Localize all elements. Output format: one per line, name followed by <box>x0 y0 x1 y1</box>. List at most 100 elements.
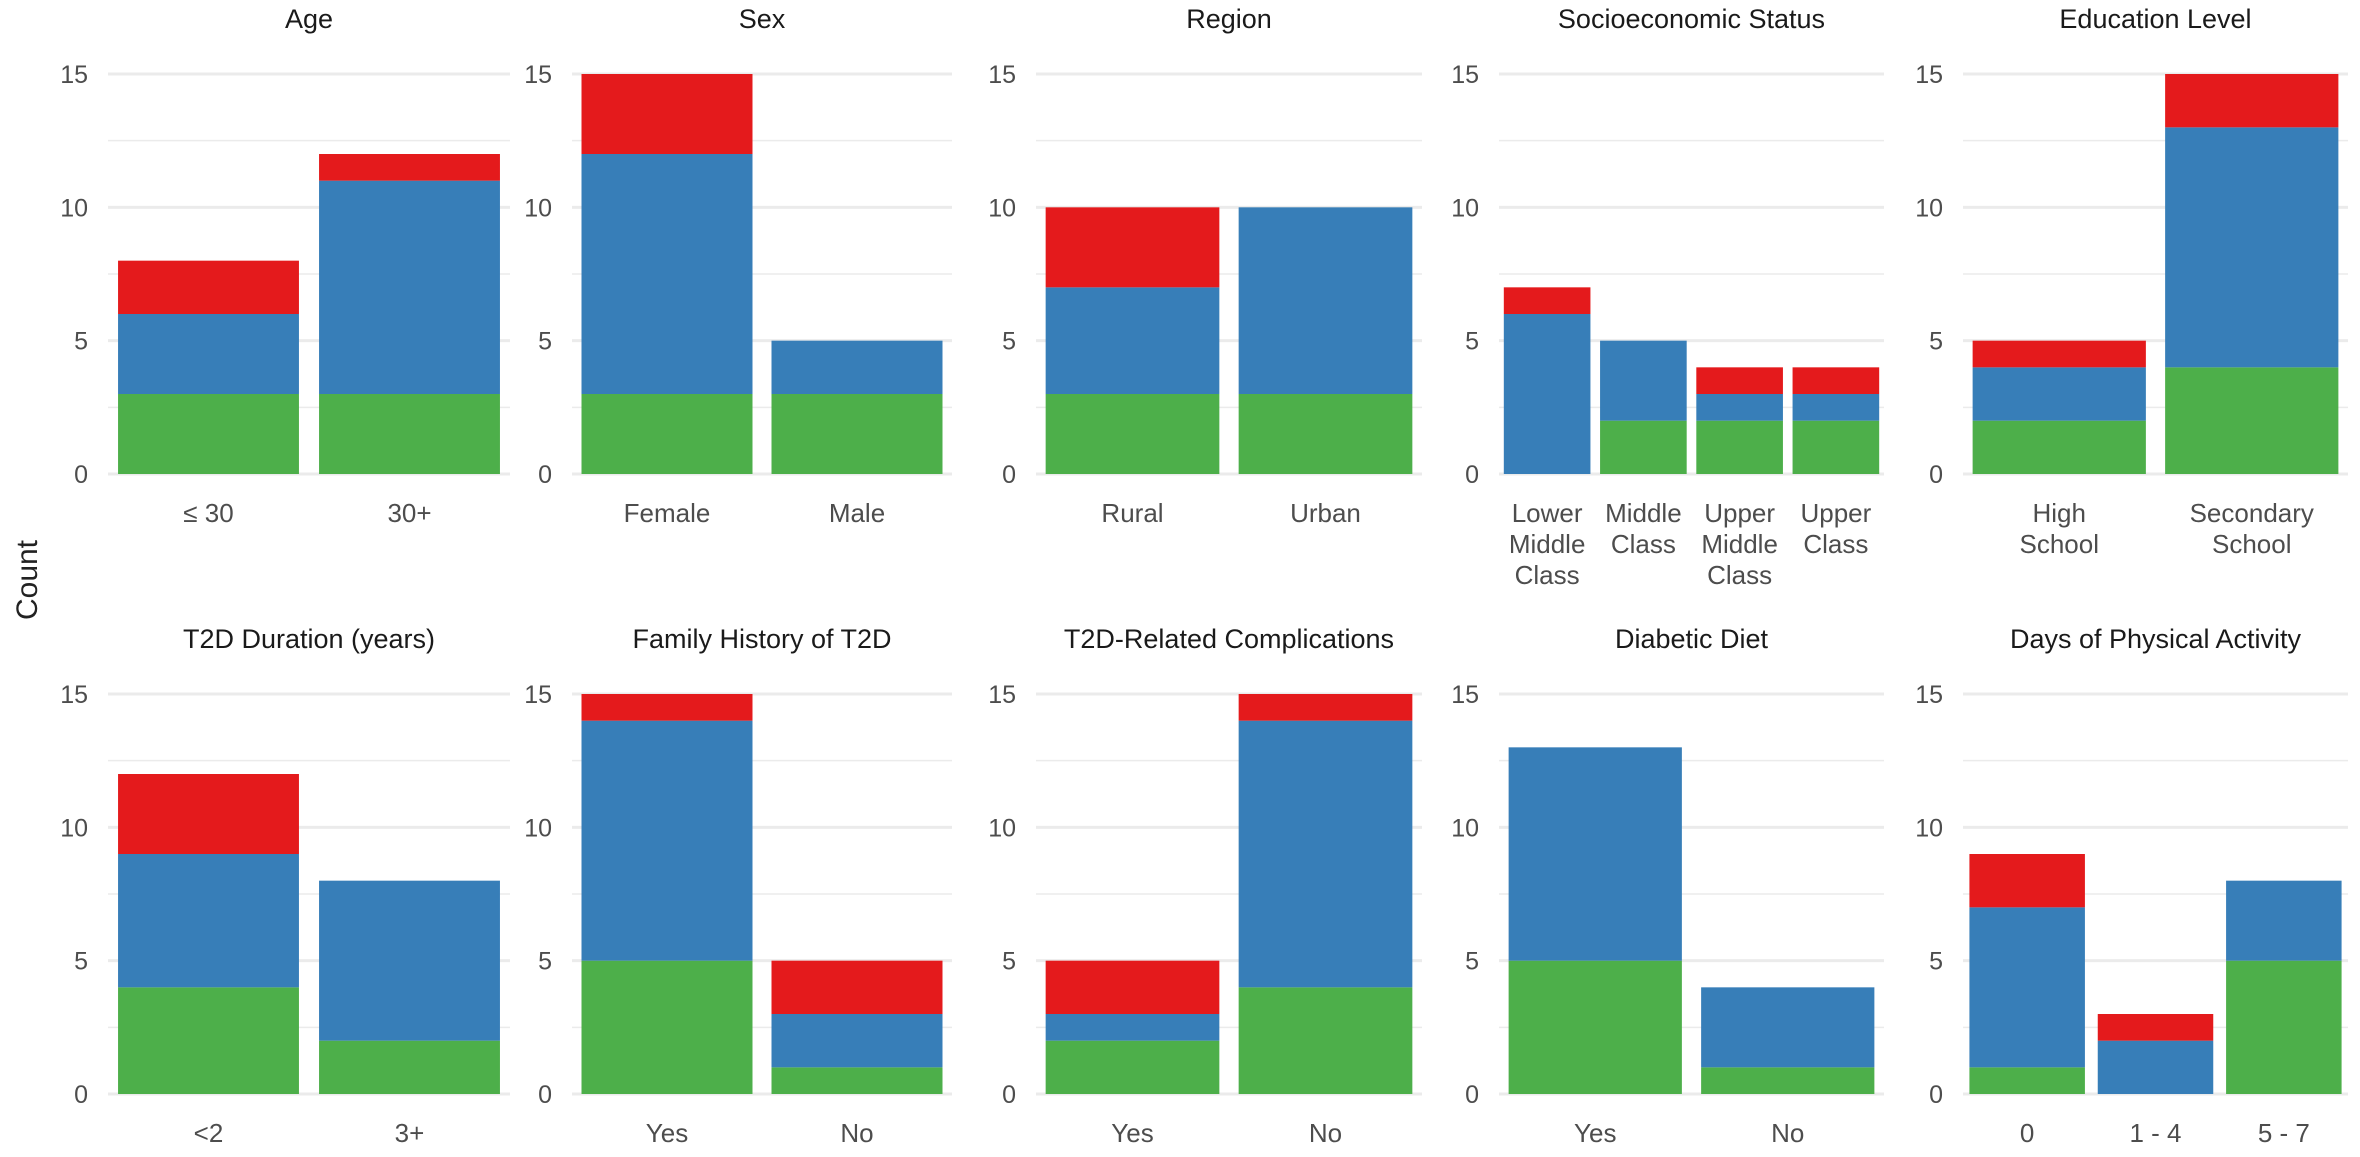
bar-segment-red <box>1045 960 1220 1014</box>
x-tick-label: Upper Class <box>1800 498 1871 559</box>
y-tick-label: 5 <box>74 328 88 356</box>
panel-title: Diabetic Diet <box>1615 624 1769 654</box>
bar-segment-green <box>118 394 299 474</box>
bar-segment-red <box>581 694 753 721</box>
bar-segment-blue <box>1600 340 1687 421</box>
bar-segment-green <box>1600 420 1687 474</box>
panel-7: 0 5 10 15 Family History of T2D Yes No <box>524 624 952 1148</box>
y-tick-label: 5 <box>538 328 552 356</box>
x-tick-label-line: Class <box>1803 529 1868 559</box>
x-tick-label-line: Male <box>829 498 885 528</box>
bar-segment-green <box>1508 960 1682 1094</box>
panel-title: Sex <box>739 4 786 34</box>
y-tick-label: 10 <box>524 194 552 222</box>
bar-segment-green <box>581 394 753 474</box>
y-tick-label: 0 <box>1929 461 1943 489</box>
x-tick-label-line: Middle <box>1701 529 1778 559</box>
bar-segment-blue <box>581 154 753 394</box>
y-tick-label: 10 <box>988 194 1016 222</box>
x-tick-label: Yes <box>646 1118 688 1148</box>
bar-segment-blue <box>2226 880 2342 961</box>
x-tick-label-line: 30+ <box>387 498 431 528</box>
x-tick-label: Lower Middle Class <box>1509 498 1586 590</box>
panel-10: 0 5 10 15 Days of Physical Activity 0 1 - 4 5 -… <box>1915 624 2348 1148</box>
x-tick-label: Yes <box>1574 1118 1616 1148</box>
bar-segment-blue <box>1238 207 1413 394</box>
y-tick-label: 10 <box>60 814 88 842</box>
y-tick-label: 10 <box>1451 194 1479 222</box>
bar-segment-green <box>1701 1067 1875 1094</box>
x-tick-label: Male <box>829 498 885 528</box>
x-tick-label: Female <box>624 498 711 528</box>
bar-segment-red <box>2097 1014 2214 1041</box>
y-tick-label: 15 <box>60 681 88 709</box>
y-tick-label: 0 <box>1002 461 1016 489</box>
bar-segment-green <box>1969 1067 2085 1094</box>
y-tick-label: 10 <box>988 814 1016 842</box>
bar-segment-blue <box>1969 907 2085 1068</box>
y-tick-label: 5 <box>1465 948 1479 976</box>
panel-2: 0 5 10 15 Sex Female Male <box>524 4 952 528</box>
y-tick-label: 0 <box>1002 1081 1016 1109</box>
panel-title: Education Level <box>2059 4 2251 34</box>
bar-segment-red <box>1792 367 1880 394</box>
bar-segment-green <box>771 394 943 474</box>
x-tick-label-line: No <box>840 1118 873 1148</box>
bar-segment-red <box>771 960 943 1014</box>
y-tick-label: 5 <box>1929 328 1943 356</box>
bar-segment-green <box>1972 420 2146 474</box>
y-tick-label: 0 <box>538 1081 552 1109</box>
panel-title: T2D-Related Complications <box>1064 624 1394 654</box>
bar-segment-green <box>1045 1040 1220 1094</box>
panel-8: 0 5 10 15 T2D-Related Complications Yes No <box>988 624 1422 1148</box>
bar-segment-red <box>1969 854 2085 908</box>
x-tick-label: No <box>1309 1118 1342 1148</box>
x-tick-label-line: No <box>1309 1118 1342 1148</box>
y-tick-label: 5 <box>1929 948 1943 976</box>
x-tick-label-line: Urban <box>1290 498 1361 528</box>
x-tick-label: 3+ <box>395 1118 425 1148</box>
bar-segment-blue <box>1503 314 1591 474</box>
x-tick-label-line: 0 <box>2020 1118 2034 1148</box>
y-tick-label: 15 <box>1451 61 1479 89</box>
bar-segment-green <box>1696 420 1783 474</box>
y-tick-label: 15 <box>988 61 1016 89</box>
x-tick-label-line: Rural <box>1101 498 1163 528</box>
bar-segment-blue <box>319 880 500 1041</box>
x-tick-label: 1 - 4 <box>2129 1118 2181 1148</box>
x-tick-label-line: Secondary <box>2190 498 2314 528</box>
x-tick-label: No <box>1771 1118 1804 1148</box>
bar-segment-blue <box>1508 747 1682 961</box>
bar-segment-red <box>1045 207 1220 288</box>
x-tick-label-line: Yes <box>1574 1118 1616 1148</box>
bar-segment-green <box>2165 367 2339 474</box>
bar-segment-green <box>1238 987 1413 1094</box>
x-tick-label: ≤ 30 <box>183 498 233 528</box>
bar-segment-green <box>2226 960 2342 1094</box>
bar-segment-green <box>118 987 299 1094</box>
panel-title: Days of Physical Activity <box>2010 624 2302 654</box>
y-tick-label: 5 <box>74 948 88 976</box>
bar-segment-red <box>1972 340 2146 368</box>
bar-segment-green <box>1238 394 1413 474</box>
x-tick-label-line: Middle <box>1509 529 1586 559</box>
y-tick-label: 10 <box>1915 814 1943 842</box>
bar-segment-blue <box>1792 394 1880 421</box>
x-tick-label: 0 <box>2020 1118 2034 1148</box>
panel-title: Region <box>1186 4 1272 34</box>
x-tick-label-line: ≤ 30 <box>183 498 233 528</box>
bar-segment-blue <box>581 720 753 961</box>
y-tick-label: 10 <box>524 814 552 842</box>
y-tick-label: 0 <box>538 461 552 489</box>
x-tick-label: Rural <box>1101 498 1163 528</box>
x-tick-label-line: School <box>2212 529 2292 559</box>
x-tick-label-line: Lower <box>1512 498 1583 528</box>
y-tick-label: 5 <box>1465 328 1479 356</box>
y-tick-label: 10 <box>1451 814 1479 842</box>
x-tick-label-line: Yes <box>1111 1118 1153 1148</box>
x-tick-label-line: Female <box>624 498 711 528</box>
panel-title: T2D Duration (years) <box>183 624 435 654</box>
